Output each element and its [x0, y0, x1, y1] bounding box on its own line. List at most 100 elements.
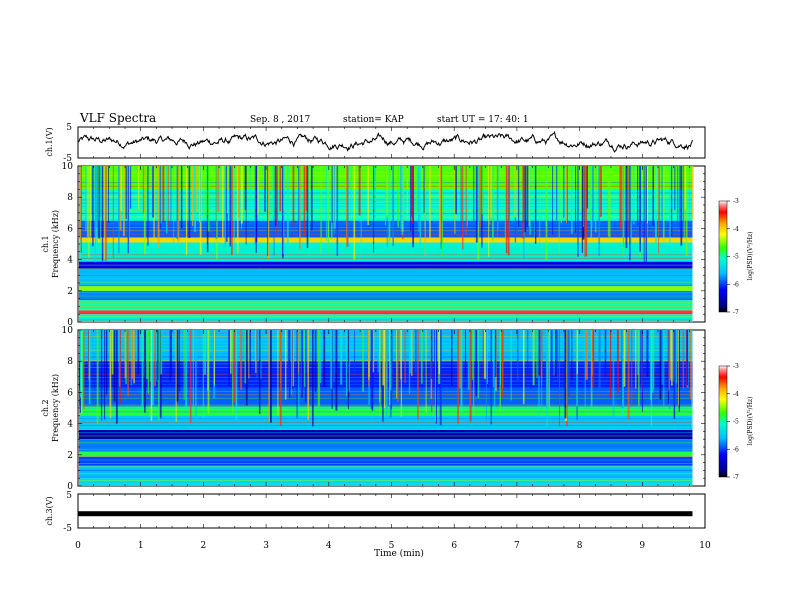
burst-line [103, 166, 106, 259]
burst-line [142, 166, 145, 213]
burst-line [689, 166, 691, 223]
burst-line [457, 330, 459, 424]
burst-line [653, 330, 655, 390]
burst-line [90, 166, 93, 213]
burst-line [670, 330, 672, 381]
spectral-line [79, 271, 693, 273]
burst-line [377, 330, 379, 373]
burst-line [650, 330, 653, 426]
burst-line [564, 330, 567, 419]
burst-line [451, 330, 453, 387]
burst-line [297, 330, 299, 374]
start-ut-label: start UT = 17: 40: 1 [437, 115, 529, 125]
burst-line [423, 166, 425, 213]
spectral-band [79, 415, 693, 430]
figure-title: VLF Spectra [79, 111, 156, 125]
burst-line [490, 166, 492, 218]
burst-line [317, 330, 320, 407]
burst-line [104, 166, 107, 261]
burst-line [429, 166, 431, 243]
burst-line [481, 166, 484, 214]
spectral-line [79, 226, 693, 228]
burst-line [248, 330, 250, 379]
burst-line [235, 330, 238, 420]
burst-line [127, 330, 129, 397]
burst-line [216, 166, 218, 259]
burst-line [410, 166, 412, 232]
burst-line [124, 330, 127, 379]
burst-line [560, 166, 563, 223]
colorbar-tick-label: -7 [733, 474, 739, 481]
burst-line [465, 330, 467, 378]
burst-line [671, 330, 673, 386]
burst-line [510, 330, 512, 401]
burst-line [674, 166, 676, 211]
spectral-band [79, 268, 693, 287]
burst-line [111, 330, 114, 375]
ch1-voltage-ylabel: ch.1(V) [45, 127, 54, 156]
spectral-line [79, 390, 693, 392]
burst-line [358, 166, 361, 216]
burst-line [158, 330, 160, 421]
burst-line [237, 166, 240, 218]
burst-line [133, 330, 135, 384]
burst-line [105, 330, 108, 395]
ch2-colorbar-scale [718, 365, 728, 478]
spectral-band [79, 286, 693, 291]
ch1-ytick-bottom: -5 [63, 154, 72, 164]
burst-line [536, 330, 538, 378]
burst-line [268, 330, 270, 422]
burst-line [411, 166, 414, 224]
burst-line [296, 330, 298, 419]
spectral-line [79, 312, 693, 314]
burst-line [203, 166, 205, 218]
burst-line [162, 166, 165, 222]
burst-line [659, 330, 662, 400]
burst-line [434, 330, 436, 384]
burst-line [590, 166, 593, 238]
burst-line [299, 166, 301, 249]
burst-line [120, 166, 123, 212]
burst-line [279, 166, 282, 212]
burst-line [225, 166, 228, 242]
burst-line [176, 330, 179, 402]
frequency-tick-label: 6 [67, 224, 73, 234]
ch1-voltage-trace [77, 130, 693, 153]
colorbar-tick-label: -6 [733, 281, 739, 288]
burst-line [367, 166, 369, 225]
burst-line [113, 330, 116, 402]
frequency-tick-label: 10 [62, 326, 74, 336]
burst-line [286, 166, 289, 251]
spectral-line [79, 421, 693, 423]
time-tick-label: 9 [639, 541, 645, 551]
burst-line [94, 166, 97, 228]
burst-line [621, 330, 624, 417]
burst-line [240, 166, 243, 224]
colorbar-tick-label: -3 [733, 198, 739, 205]
burst-line [546, 330, 548, 427]
burst-line [663, 330, 665, 407]
spectral-line [79, 466, 693, 468]
burst-line [677, 166, 679, 225]
burst-line [260, 330, 262, 379]
spectral-line [79, 257, 693, 259]
burst-line [494, 330, 496, 414]
burst-line [196, 166, 198, 212]
burst-line [206, 166, 209, 253]
time-tick-label: 2 [201, 541, 207, 551]
burst-line [385, 330, 388, 425]
burst-line [147, 166, 149, 246]
burst-line [550, 330, 553, 386]
burst-line [245, 330, 248, 406]
burst-line [264, 166, 267, 212]
burst-line [346, 166, 349, 247]
burst-line [275, 166, 277, 227]
burst-line [397, 166, 400, 228]
colorbar-tick-label: -5 [733, 419, 739, 426]
burst-line [548, 330, 550, 407]
burst-line [645, 166, 647, 262]
spectral-line [79, 244, 693, 245]
time-tick-label: 10 [699, 541, 711, 551]
burst-line [577, 166, 579, 257]
burst-line [419, 166, 421, 245]
